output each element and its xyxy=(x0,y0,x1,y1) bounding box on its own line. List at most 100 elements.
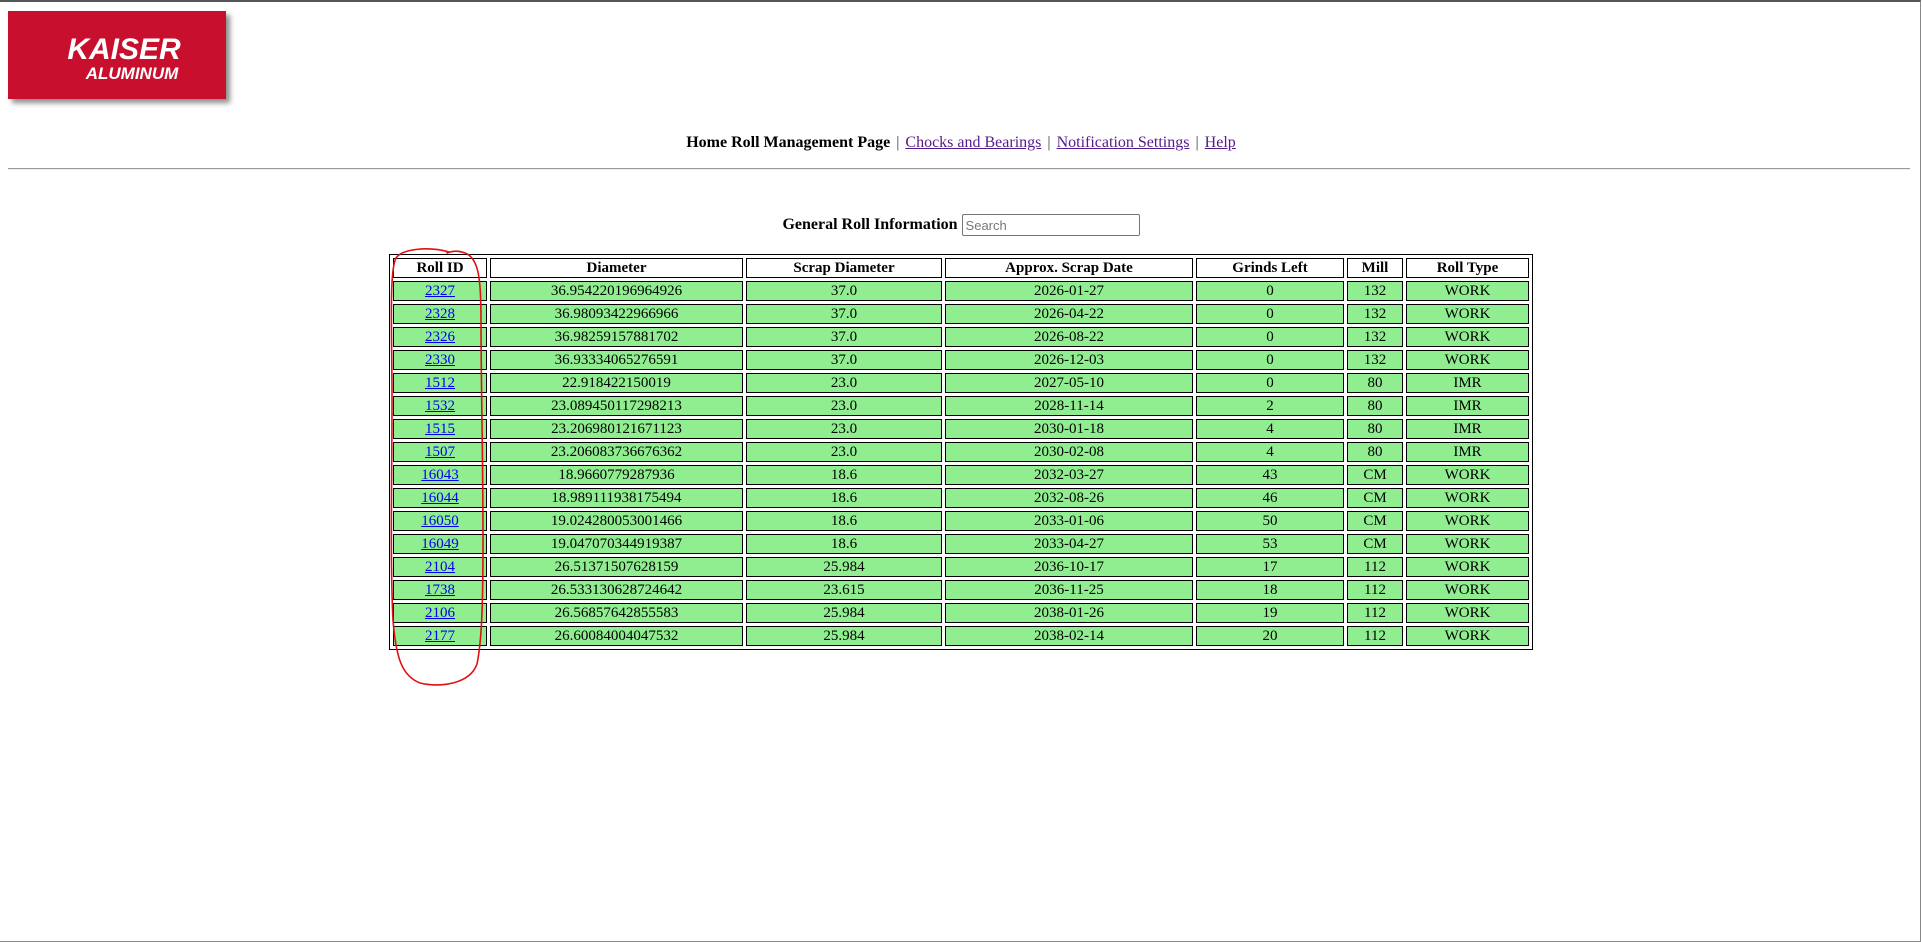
scrap-diameter-cell: 23.615 xyxy=(746,580,942,600)
nav-separator: | xyxy=(896,134,900,151)
scrap-diameter-cell: 23.0 xyxy=(746,396,942,416)
table-row: 1515 23.206980121671123 23.0 2030-01-18 4 80 I… xyxy=(393,419,1529,439)
mill-cell: 112 xyxy=(1347,626,1403,646)
scrap-diameter-cell: 23.0 xyxy=(746,419,942,439)
roll-id-link[interactable]: 16044 xyxy=(421,489,459,506)
column-header: Mill xyxy=(1347,258,1403,278)
mill-cell: 132 xyxy=(1347,350,1403,370)
roll-type-cell: WORK xyxy=(1406,327,1529,347)
roll-table: Roll ID Diameter Scrap Diameter Approx. Scr… xyxy=(389,254,1533,650)
roll-type-cell: IMR xyxy=(1406,373,1529,393)
table-row: 2328 36.98093422966966 37.0 2026-04-22 0 132 W… xyxy=(393,304,1529,324)
roll-type-cell: WORK xyxy=(1406,350,1529,370)
table-row: 2177 26.60084004047532 25.984 2038-02-14 20 1… xyxy=(393,626,1529,646)
roll-id-cell: 16050 xyxy=(393,511,487,531)
nav-separator: | xyxy=(1195,134,1199,151)
table-header-row: Roll ID Diameter Scrap Diameter Approx. Scr… xyxy=(393,258,1529,278)
roll-id-link[interactable]: 2177 xyxy=(425,627,455,644)
roll-id-link[interactable]: 2327 xyxy=(425,282,455,299)
scrap-date-cell: 2038-01-26 xyxy=(945,603,1193,623)
mill-cell: 112 xyxy=(1347,580,1403,600)
roll-type-cell: IMR xyxy=(1406,419,1529,439)
grinds-left-cell: 46 xyxy=(1196,488,1344,508)
nav-link-chocks-and-bearings[interactable]: Chocks and Bearings xyxy=(905,134,1042,151)
roll-id-cell: 2327 xyxy=(393,281,487,301)
nav-link-notification-settings[interactable]: Notification Settings xyxy=(1056,134,1190,151)
diameter-cell: 26.51371507628159 xyxy=(490,557,743,577)
grinds-left-cell: 4 xyxy=(1196,442,1344,462)
roll-type-cell: WORK xyxy=(1406,626,1529,646)
mill-cell: 80 xyxy=(1347,442,1403,462)
roll-id-cell: 16049 xyxy=(393,534,487,554)
mill-cell: 132 xyxy=(1347,304,1403,324)
scrap-diameter-cell: 18.6 xyxy=(746,465,942,485)
column-header: Grinds Left xyxy=(1196,258,1344,278)
search-input[interactable] xyxy=(961,214,1140,236)
grinds-left-cell: 18 xyxy=(1196,580,1344,600)
mill-cell: CM xyxy=(1347,465,1403,485)
scrap-diameter-cell: 23.0 xyxy=(746,442,942,462)
grinds-left-cell: 0 xyxy=(1196,327,1344,347)
diameter-cell: 36.93334065276591 xyxy=(490,350,743,370)
roll-id-link[interactable]: 1515 xyxy=(425,420,455,437)
roll-id-cell: 16043 xyxy=(393,465,487,485)
grinds-left-cell: 0 xyxy=(1196,373,1344,393)
roll-type-cell: WORK xyxy=(1406,603,1529,623)
column-header: Diameter xyxy=(490,258,743,278)
table-row: 2330 36.93334065276591 37.0 2026-12-03 0 132 W… xyxy=(393,350,1529,370)
scrap-diameter-cell: 18.6 xyxy=(746,534,942,554)
grinds-left-cell: 19 xyxy=(1196,603,1344,623)
roll-id-cell: 1738 xyxy=(393,580,487,600)
grinds-left-cell: 20 xyxy=(1196,626,1344,646)
roll-id-link[interactable]: 2326 xyxy=(425,328,455,345)
scrap-date-cell: 2038-02-14 xyxy=(945,626,1193,646)
roll-id-link[interactable]: 1532 xyxy=(425,397,455,414)
scrap-date-cell: 2032-08-26 xyxy=(945,488,1193,508)
scrap-date-cell: 2027-05-10 xyxy=(945,373,1193,393)
table-row: 16044 18.989111938175494 18.6 2032-08-26 46 C… xyxy=(393,488,1529,508)
nav-link-help[interactable]: Help xyxy=(1204,134,1236,151)
kaiser-aluminum-logo: KAISER ALUMINUM xyxy=(8,11,226,99)
scrap-date-cell: 2030-02-08 xyxy=(945,442,1193,462)
table-row: 1507 23.206083736676362 23.0 2030-02-08 4 80 I… xyxy=(393,442,1529,462)
mill-cell: CM xyxy=(1347,511,1403,531)
table-row: 16043 18.9660779287936 18.6 2032-03-27 43 CM W… xyxy=(393,465,1529,485)
grinds-left-cell: 17 xyxy=(1196,557,1344,577)
roll-id-cell: 16044 xyxy=(393,488,487,508)
roll-type-cell: WORK xyxy=(1406,281,1529,301)
diameter-cell: 22.918422150019 xyxy=(490,373,743,393)
roll-id-cell: 2104 xyxy=(393,557,487,577)
scrap-diameter-cell: 37.0 xyxy=(746,350,942,370)
diameter-cell: 19.047070344919387 xyxy=(490,534,743,554)
roll-id-link[interactable]: 16049 xyxy=(421,535,459,552)
roll-id-link[interactable]: 2328 xyxy=(425,305,455,322)
scrap-date-cell: 2032-03-27 xyxy=(945,465,1193,485)
table-body: 2327 36.954220196964926 37.0 2026-01-27 0 132… xyxy=(393,281,1529,646)
diameter-cell: 36.954220196964926 xyxy=(490,281,743,301)
mill-cell: 80 xyxy=(1347,373,1403,393)
general-roll-info-label: General Roll Information xyxy=(782,216,958,233)
scrap-date-cell: 2036-10-17 xyxy=(945,557,1193,577)
roll-id-cell: 2326 xyxy=(393,327,487,347)
top-navigation: Home Roll Management Page | Chocks and B… xyxy=(0,134,1922,152)
scrap-diameter-cell: 37.0 xyxy=(746,327,942,347)
roll-id-link[interactable]: 1507 xyxy=(425,443,455,460)
roll-id-cell: 2106 xyxy=(393,603,487,623)
roll-type-cell: WORK xyxy=(1406,465,1529,485)
roll-id-link[interactable]: 1738 xyxy=(425,581,455,598)
roll-id-link[interactable]: 2330 xyxy=(425,351,455,368)
roll-id-link[interactable]: 16050 xyxy=(421,512,459,529)
roll-id-link[interactable]: 2106 xyxy=(425,604,455,621)
scrap-diameter-cell: 25.984 xyxy=(746,557,942,577)
roll-id-link[interactable]: 16043 xyxy=(421,466,459,483)
table-row: 2106 26.56857642855583 25.984 2038-01-26 19 1… xyxy=(393,603,1529,623)
roll-id-cell: 2177 xyxy=(393,626,487,646)
logo-line-aluminum: ALUMINUM xyxy=(85,64,179,83)
roll-id-cell: 2330 xyxy=(393,350,487,370)
logo-line-kaiser: KAISER xyxy=(67,33,181,66)
mill-cell: 80 xyxy=(1347,419,1403,439)
roll-id-link[interactable]: 2104 xyxy=(425,558,455,575)
scrap-date-cell: 2026-04-22 xyxy=(945,304,1193,324)
roll-id-cell: 1507 xyxy=(393,442,487,462)
roll-id-link[interactable]: 1512 xyxy=(425,374,455,391)
